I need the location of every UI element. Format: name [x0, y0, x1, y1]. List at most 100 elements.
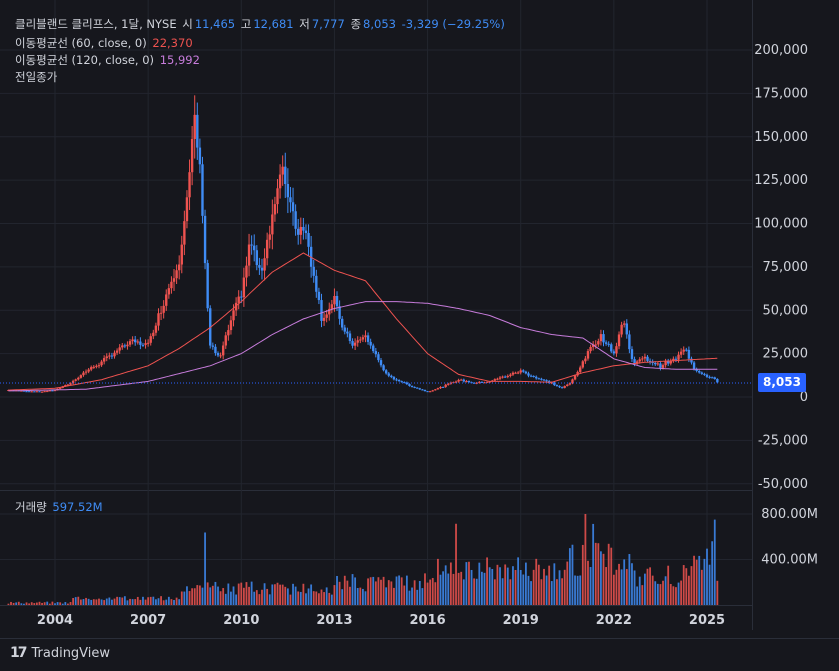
- volume-bar: [95, 599, 98, 605]
- candle-body: [343, 327, 346, 332]
- candle-body: [299, 226, 302, 235]
- ma60-label: 이동평균선 (60, close, 0): [15, 36, 147, 50]
- candle-body: [260, 267, 264, 271]
- volume-bar: [514, 570, 517, 605]
- candle-body: [66, 384, 70, 386]
- candle-body: [426, 391, 429, 393]
- volume-bar: [426, 582, 429, 605]
- volume-legend[interactable]: 거래량 597.52M: [15, 500, 105, 515]
- volume-bar: [51, 601, 54, 605]
- volume-label: 거래량: [15, 500, 47, 514]
- volume-bar: [405, 575, 408, 605]
- candle-body: [276, 188, 279, 205]
- volume-bar: [17, 601, 20, 605]
- volume-bar: [540, 579, 543, 605]
- candle-body: [121, 345, 124, 348]
- ma60-legend[interactable]: 이동평균선 (60, close, 0) 22,370: [15, 36, 195, 51]
- price-tick-label: 100,000: [754, 217, 808, 232]
- ma120-line: [8, 301, 718, 392]
- volume-bar: [576, 575, 579, 605]
- candle-body: [159, 312, 163, 314]
- volume-bar: [556, 579, 558, 605]
- volume-bar: [85, 597, 87, 605]
- price-tick-label: 200,000: [754, 43, 808, 58]
- volume-bar: [654, 581, 657, 605]
- volume-bar: [633, 570, 636, 605]
- volume-bar: [186, 586, 188, 605]
- volume-bar: [118, 597, 121, 605]
- volume-bar: [338, 581, 341, 605]
- volume-bar: [38, 601, 41, 605]
- candle-body: [20, 390, 23, 392]
- candle-body: [384, 370, 388, 374]
- candle-body: [105, 356, 108, 359]
- volume-bar: [170, 599, 173, 605]
- candle-body: [633, 359, 636, 364]
- candle-body: [255, 250, 259, 266]
- volume-bar: [56, 602, 59, 605]
- volume-bar: [30, 602, 33, 605]
- volume-bar: [320, 589, 323, 605]
- candle-body: [338, 306, 341, 319]
- volume-bar: [532, 569, 535, 605]
- volume-bar: [524, 562, 527, 605]
- volume-bar: [429, 579, 432, 605]
- candle-body: [467, 381, 471, 383]
- volume-bar: [79, 599, 82, 605]
- volume-bar: [302, 583, 305, 605]
- candle-body: [258, 265, 261, 268]
- volume-bar: [644, 573, 646, 605]
- candle-body: [82, 372, 85, 376]
- tradingview-logo[interactable]: 17 TradingView: [10, 645, 110, 661]
- volume-bar: [488, 567, 491, 605]
- volume-bar: [333, 585, 336, 605]
- low-label: 저: [299, 17, 310, 31]
- volume-bar: [496, 564, 499, 605]
- volume-bar: [325, 587, 328, 605]
- candle-body: [444, 384, 447, 387]
- volume-bar: [641, 585, 644, 605]
- candle-body: [410, 385, 414, 387]
- volume-bar: [155, 599, 157, 605]
- volume-bar: [279, 584, 281, 605]
- prev-close-legend[interactable]: 전일종가: [15, 70, 59, 85]
- candle-body: [485, 381, 489, 383]
- volume-bar: [403, 585, 406, 605]
- candle-body: [123, 345, 127, 347]
- candle-body: [149, 336, 152, 343]
- candle-body: [157, 313, 160, 326]
- candle-body: [537, 378, 541, 380]
- volume-bar: [160, 596, 162, 605]
- volume-bar: [356, 588, 359, 605]
- candle-body: [483, 382, 486, 384]
- close-label: 종: [350, 17, 362, 31]
- candle-body: [353, 342, 357, 346]
- volume-bar: [165, 599, 168, 605]
- candle-body: [250, 244, 253, 246]
- volume-bar: [486, 557, 488, 605]
- candle-body: [190, 139, 194, 173]
- volume-bar: [198, 585, 201, 605]
- candle-body: [488, 381, 491, 383]
- candle-body: [46, 391, 49, 393]
- volume-bar: [23, 603, 25, 605]
- candle-body: [690, 358, 693, 363]
- candle-body: [620, 324, 623, 335]
- time-tick-label: 2016: [409, 613, 445, 628]
- volume-bar: [74, 597, 77, 605]
- volume-bar: [460, 571, 463, 605]
- candle-body: [172, 278, 176, 282]
- candle-body: [501, 376, 504, 378]
- volume-bar: [483, 572, 486, 605]
- candle-body: [400, 381, 403, 383]
- price-tick-label: 75,000: [763, 260, 809, 275]
- candle-body: [322, 317, 326, 321]
- candle-body: [403, 382, 406, 384]
- last-price-badge: 8,053: [758, 373, 806, 392]
- candle-body: [131, 339, 134, 342]
- candle-body: [682, 349, 685, 352]
- ma120-legend[interactable]: 이동평균선 (120, close, 0) 15,992: [15, 53, 202, 68]
- volume-bar: [416, 589, 419, 605]
